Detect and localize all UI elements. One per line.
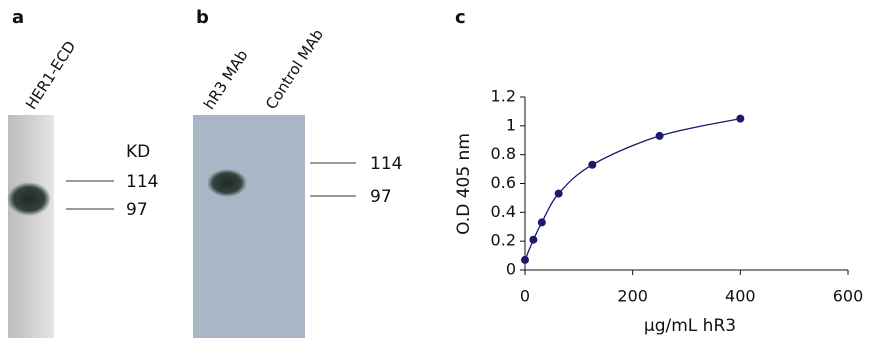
marker-label: 114 bbox=[370, 154, 402, 174]
gel bbox=[8, 115, 54, 338]
y-tick-label: 0.4 bbox=[491, 202, 516, 221]
lane-label: HER1-ECD bbox=[22, 38, 79, 113]
gel bbox=[193, 115, 305, 338]
lane-label: Control MAb bbox=[262, 26, 327, 113]
point bbox=[529, 236, 537, 244]
point bbox=[588, 161, 596, 169]
x-tick-label: 200 bbox=[617, 287, 648, 306]
unit-label: KD bbox=[126, 142, 150, 162]
y-tick-label: 0.2 bbox=[491, 231, 516, 250]
figure: a HER1-ECD KD 114 97 b hR3 MAb Control M… bbox=[0, 0, 884, 338]
point bbox=[555, 190, 563, 198]
panel-label: c bbox=[455, 7, 466, 28]
marker-label: 97 bbox=[126, 200, 148, 220]
panel-label: a bbox=[12, 7, 24, 28]
x-tick-label: 400 bbox=[725, 287, 756, 306]
point bbox=[538, 218, 546, 226]
marker-label: 114 bbox=[126, 172, 158, 192]
point bbox=[656, 132, 664, 140]
y-tick-label: 1.2 bbox=[491, 87, 516, 106]
band bbox=[207, 169, 247, 197]
y-axis-title: O.D 405 nm bbox=[454, 133, 474, 235]
point bbox=[736, 115, 744, 123]
y-tick-label: 1 bbox=[506, 115, 516, 134]
lane-label: hR3 MAb bbox=[200, 47, 252, 113]
line bbox=[525, 119, 740, 260]
band bbox=[7, 182, 51, 216]
x-tick-label: 600 bbox=[833, 287, 864, 306]
y-tick-label: 0.6 bbox=[491, 173, 516, 192]
y-tick-label: 0 bbox=[506, 260, 516, 279]
y-tick-label: 0.8 bbox=[491, 144, 516, 163]
x-tick-label: 0 bbox=[520, 287, 530, 306]
point bbox=[521, 256, 529, 264]
panel-label: b bbox=[196, 7, 209, 28]
marker-label: 97 bbox=[370, 187, 392, 207]
x-axis-title: µg/mL hR3 bbox=[644, 316, 736, 336]
